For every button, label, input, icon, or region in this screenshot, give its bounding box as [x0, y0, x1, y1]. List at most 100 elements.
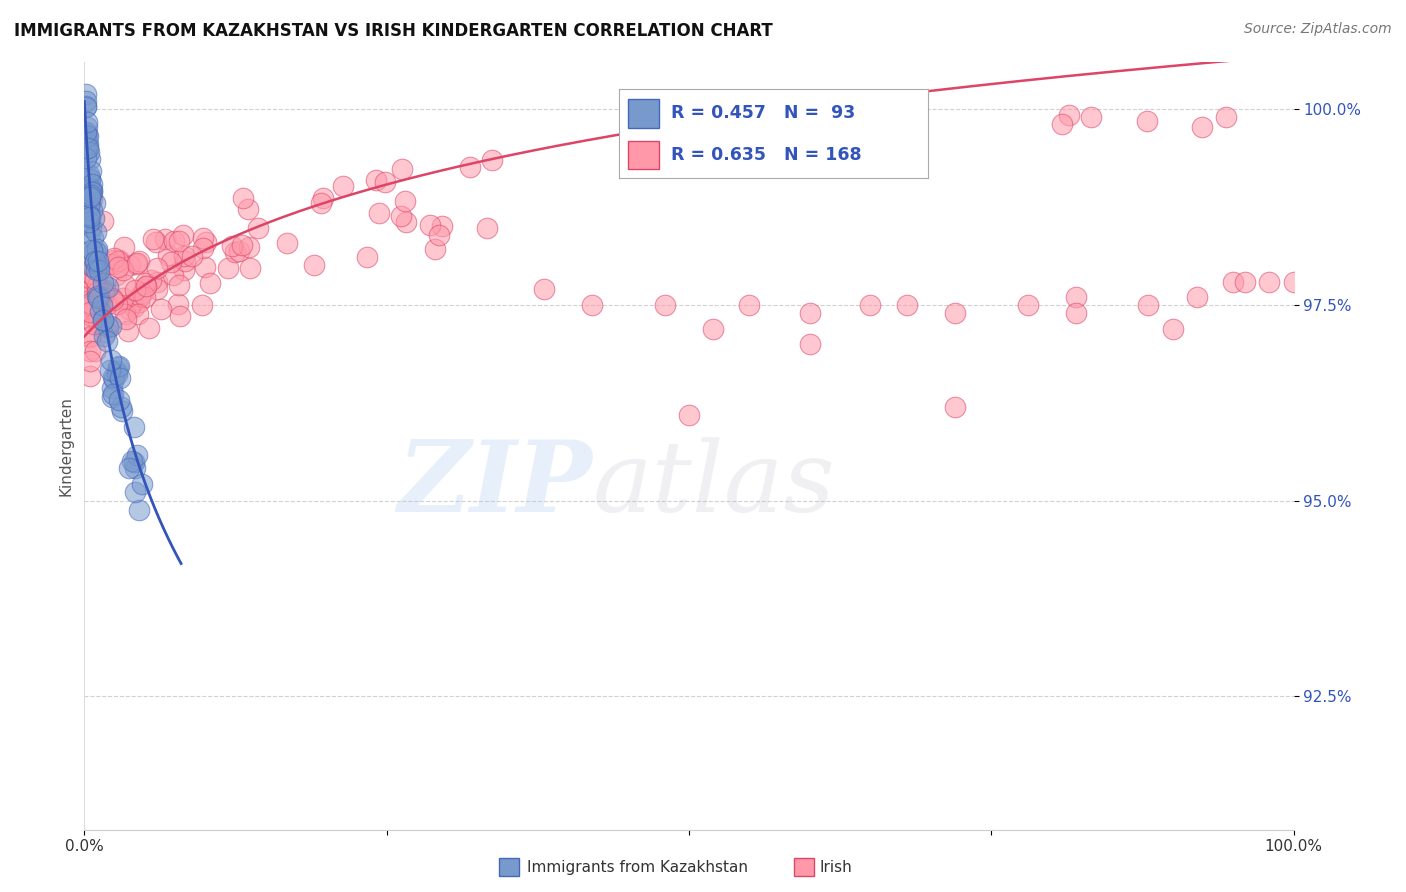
Point [79, 186, 101, 201]
Point [79, 272, 101, 286]
Text: Source: ZipAtlas.com: Source: ZipAtlas.com [1244, 22, 1392, 37]
Point [97, 319, 120, 334]
Point [87, 254, 110, 268]
Point [101, 390, 124, 404]
Point [82, 230, 104, 244]
Point [356, 250, 378, 264]
Point [427, 227, 450, 242]
Point [97, 280, 120, 294]
Point [394, 194, 416, 208]
Text: ZIP: ZIP [398, 436, 592, 533]
Point [125, 256, 148, 270]
Point [91, 313, 114, 327]
Point [105, 367, 128, 381]
Point [395, 215, 418, 229]
Point [86, 289, 108, 303]
Point [94, 283, 117, 297]
Point [80, 243, 103, 257]
Text: atlas: atlas [592, 437, 835, 532]
Point [84, 272, 107, 286]
Point [86, 245, 108, 260]
Point [79, 266, 101, 280]
Point [155, 231, 177, 245]
Point [533, 282, 555, 296]
Point [79, 295, 101, 310]
Point [943, 306, 966, 320]
Point [125, 256, 148, 270]
Point [79, 184, 101, 198]
Point [83, 303, 105, 318]
Text: R = 0.457   N =  93: R = 0.457 N = 93 [671, 104, 855, 122]
Point [191, 231, 214, 245]
Point [80, 298, 103, 312]
Point [1258, 275, 1281, 289]
Point [105, 363, 128, 377]
Point [79, 286, 101, 301]
Point [107, 260, 129, 274]
Point [79, 305, 101, 319]
Point [87, 289, 110, 303]
Point [105, 297, 128, 311]
Point [84, 315, 107, 329]
Point [80, 259, 103, 273]
Point [80, 202, 103, 217]
Point [432, 219, 454, 233]
Point [135, 278, 157, 293]
Point [163, 234, 186, 248]
Point [80, 192, 103, 206]
Point [127, 448, 149, 462]
Point [1185, 290, 1208, 304]
Point [162, 268, 184, 282]
Point [114, 277, 136, 292]
Point [104, 268, 127, 282]
Point [1136, 114, 1159, 128]
Point [391, 161, 413, 176]
Point [122, 455, 145, 469]
Point [167, 277, 190, 292]
Point [302, 258, 325, 272]
Point [83, 344, 105, 359]
Point [181, 249, 204, 263]
Point [75, 99, 97, 113]
Point [76, 138, 98, 153]
Point [103, 257, 125, 271]
Point [231, 238, 253, 252]
Point [124, 283, 146, 297]
Point [75, 87, 97, 101]
Point [84, 244, 107, 258]
Point [146, 275, 169, 289]
Point [76, 141, 98, 155]
Point [191, 241, 214, 255]
Point [103, 386, 125, 401]
Point [134, 277, 156, 291]
Point [83, 211, 105, 226]
Point [107, 254, 129, 268]
Point [364, 172, 387, 186]
Point [145, 282, 167, 296]
Point [169, 309, 191, 323]
Point [84, 196, 107, 211]
Point [149, 301, 172, 316]
Point [581, 298, 603, 312]
Text: Immigrants from Kazakhstan: Immigrants from Kazakhstan [527, 860, 748, 874]
Point [111, 262, 134, 277]
Point [75, 125, 97, 139]
Point [79, 184, 101, 198]
Point [1282, 275, 1305, 289]
Point [145, 235, 167, 249]
Point [94, 325, 117, 339]
Point [79, 210, 101, 224]
Point [276, 236, 298, 251]
Point [76, 115, 98, 129]
Point [224, 244, 246, 259]
Point [128, 294, 150, 309]
Point [79, 343, 101, 358]
Point [84, 262, 107, 277]
Point [799, 337, 821, 351]
Point [89, 304, 111, 318]
Point [100, 319, 122, 334]
Point [79, 330, 101, 344]
Point [1017, 298, 1039, 312]
Point [232, 191, 254, 205]
Point [77, 215, 100, 229]
